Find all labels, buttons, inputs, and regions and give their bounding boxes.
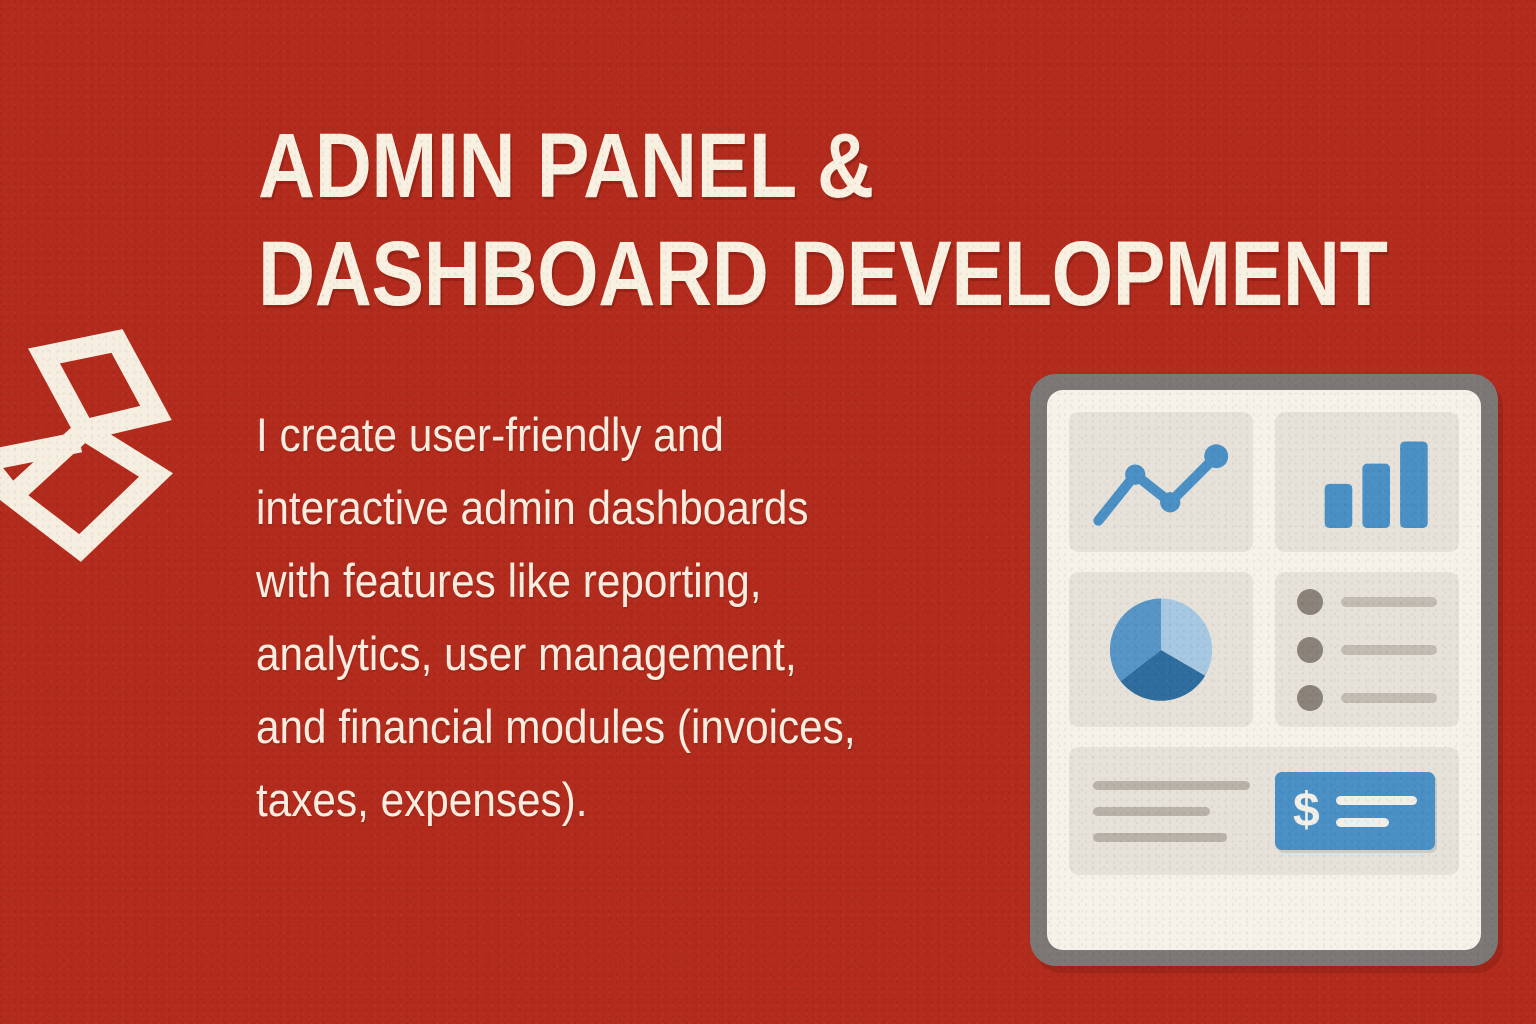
- summary-line-1: [1093, 780, 1251, 790]
- list-bullet-icon: [1297, 684, 1323, 711]
- list-icon: [1275, 572, 1459, 727]
- line-chart-widget: [1069, 412, 1253, 552]
- bar-chart-widget: [1275, 412, 1459, 552]
- invoice-icon: $: [1275, 772, 1435, 850]
- description-line-2: interactive admin dashboards: [256, 481, 809, 534]
- page-title-line-2: DASHBOARD DEVELOPMENT: [258, 223, 1388, 325]
- laravel-logo: [0, 300, 234, 600]
- invoice-bar-2: [1335, 817, 1390, 827]
- list-widget: [1275, 572, 1459, 727]
- page-title: ADMIN PANEL & DASHBOARD DEVELOPMENT: [258, 112, 1498, 328]
- widget-row-middle: [1069, 572, 1459, 727]
- summary-line-3: [1093, 832, 1228, 842]
- description-line-6: taxes, expenses).: [256, 773, 588, 826]
- pie-chart-icon: [1109, 598, 1213, 701]
- description-line-3: with features like reporting,: [256, 554, 762, 607]
- summary-text-lines: [1093, 780, 1255, 842]
- description-line-4: analytics, user management,: [256, 627, 797, 680]
- widget-row-top: [1069, 412, 1459, 552]
- invoice-amount-bars: [1335, 795, 1417, 827]
- line-chart-icon: [1093, 444, 1229, 526]
- list-item-bar: [1341, 596, 1437, 607]
- description-line-1: I create user-friendly and: [256, 408, 724, 461]
- tablet-frame: $: [1030, 374, 1498, 966]
- pie-chart-widget: [1069, 572, 1253, 727]
- summary-line-2: [1093, 806, 1210, 816]
- list-item-bar: [1341, 692, 1437, 703]
- dollar-sign-icon: $: [1293, 784, 1320, 837]
- list-bullet-icon: [1297, 636, 1323, 663]
- invoice-widget: $: [1069, 747, 1459, 875]
- description-line-5: and financial modules (invoices,: [256, 700, 856, 753]
- page-title-line-1: ADMIN PANEL &: [258, 115, 874, 217]
- description-text: I create user-friendly and interactive a…: [256, 398, 996, 836]
- list-item: [1297, 684, 1437, 711]
- bar-chart-icon: [1324, 441, 1428, 528]
- list-item-bar: [1341, 644, 1437, 655]
- invoice-bar-1: [1335, 795, 1417, 805]
- list-bullet-icon: [1297, 588, 1323, 615]
- list-item: [1297, 588, 1437, 615]
- tablet-screen: $: [1047, 390, 1481, 950]
- admin-dashboard-illustration: $: [1030, 374, 1498, 966]
- list-item: [1297, 636, 1437, 663]
